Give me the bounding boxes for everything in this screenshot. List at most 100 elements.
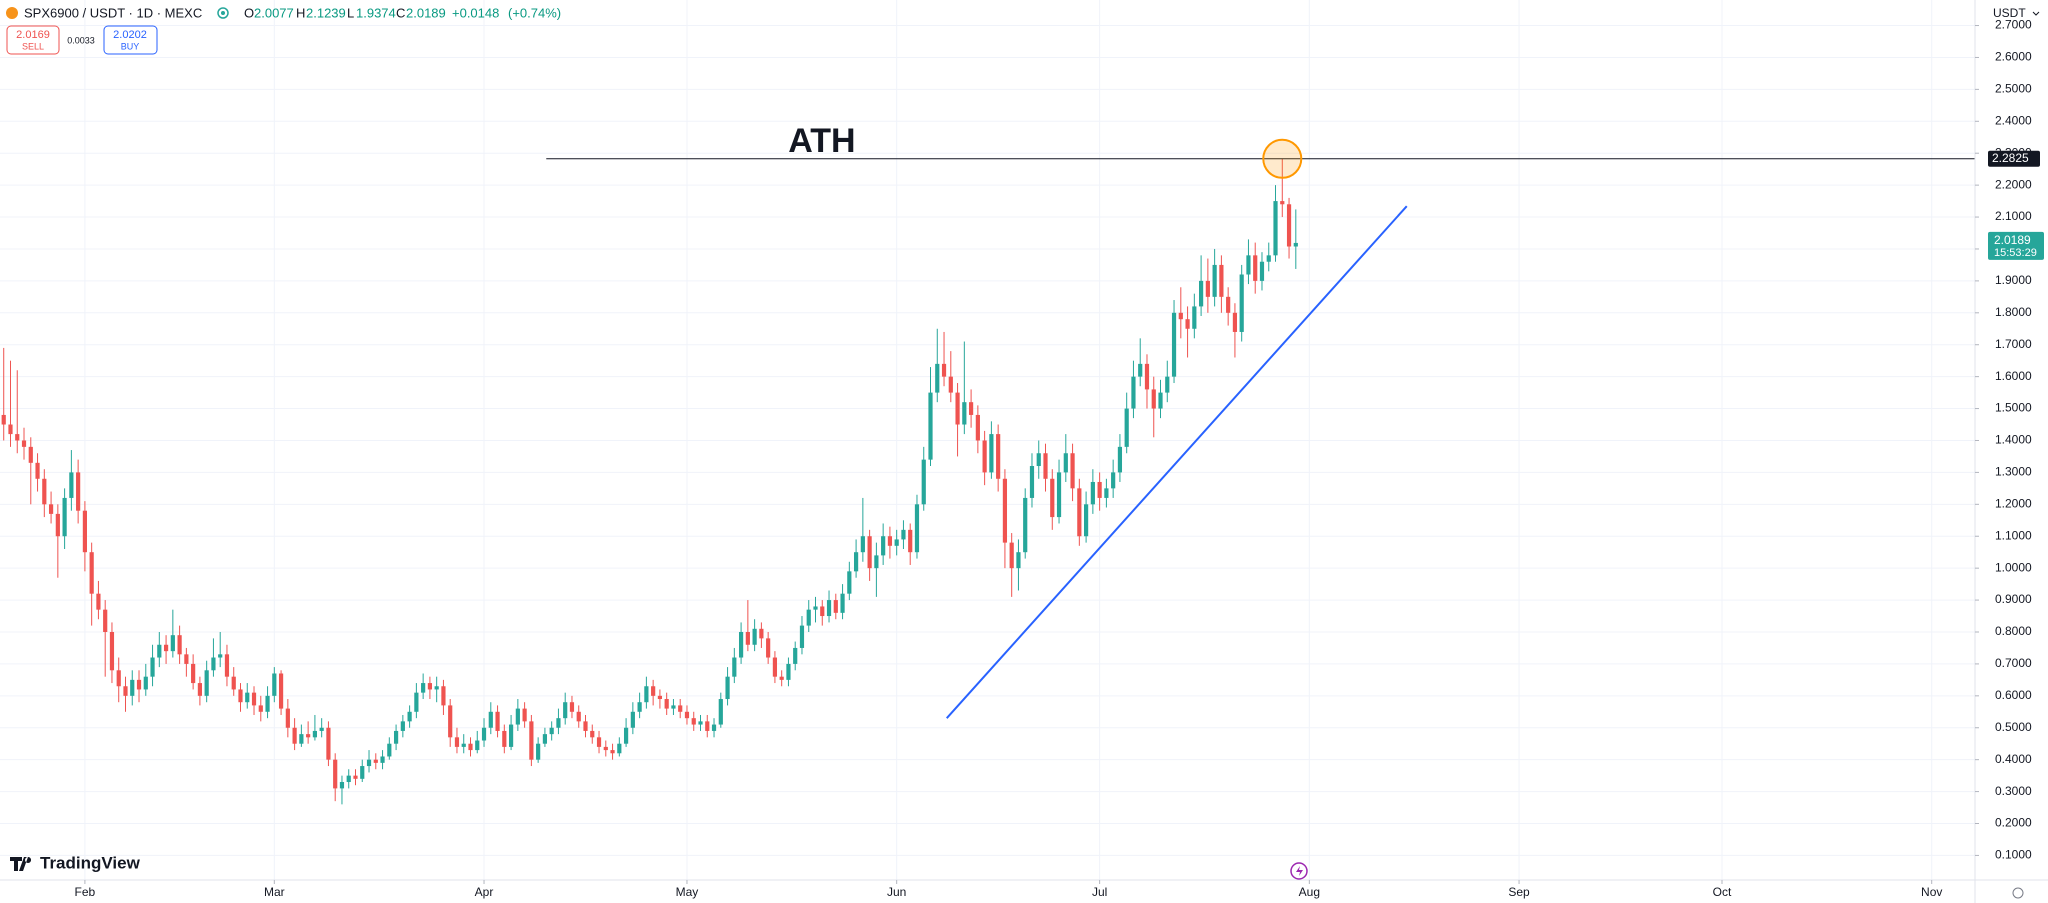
candle-body (881, 536, 886, 556)
candle-body (1266, 255, 1271, 262)
candle-body (887, 536, 893, 546)
candle-body (434, 686, 439, 690)
spread: 0.0033 (67, 35, 95, 45)
trendline (945, 205, 1408, 719)
candle-body (718, 699, 723, 725)
candle-body (387, 743, 392, 757)
sell-button[interactable] (6, 25, 60, 55)
y-tick-label: 1.8000 (1995, 305, 2032, 319)
last-price-label: 2.0189 (1994, 233, 2031, 247)
candle-body (752, 628, 757, 645)
high-value: 2.1239 (306, 5, 346, 20)
candle-body (569, 702, 575, 712)
candle-body (515, 708, 520, 725)
candle-body (35, 462, 40, 479)
y-tick-label: 2.1000 (1995, 209, 2032, 223)
candle-body (380, 756, 385, 763)
candle-body (319, 727, 324, 731)
candle-body (1178, 312, 1183, 320)
candle-body (684, 711, 690, 719)
candle-body (278, 673, 284, 709)
candle-body (1077, 488, 1082, 537)
candle-body (28, 446, 33, 463)
low-value: 1.9374 (356, 5, 396, 20)
candle-body (806, 609, 811, 626)
candle-body (461, 743, 466, 747)
candle-body (109, 631, 115, 671)
change: +0.0148 (452, 5, 499, 20)
candle-body (1002, 478, 1008, 543)
y-tick-label: 2.7000 (1995, 18, 2032, 32)
event-bolt (1296, 866, 1303, 876)
buy-button[interactable] (103, 25, 158, 55)
last-price-timer: 15:53:29 (1994, 247, 2037, 259)
brand-text: TradingView (40, 853, 141, 872)
candle-body (62, 497, 67, 537)
candle-body (576, 711, 581, 722)
candle-body (820, 606, 825, 617)
logo-mark (10, 857, 32, 871)
candle-body (1050, 478, 1055, 518)
candle-body (1259, 261, 1265, 281)
candle-body (448, 705, 453, 738)
candle-body (1158, 392, 1163, 409)
candle-body (799, 625, 805, 648)
candle-body (522, 708, 527, 722)
candle-body (299, 734, 304, 744)
candle-body (272, 673, 277, 696)
currency[interactable]: USDT (1993, 6, 2026, 20)
buy-price: 2.0202 (113, 29, 147, 41)
symbol: SPX6900 / USDT · 1D · MEXC (24, 5, 202, 20)
candle-body (793, 647, 798, 664)
candle-body (772, 657, 778, 677)
candle-body (89, 552, 94, 594)
candle-body (962, 402, 967, 425)
candle-body (495, 711, 500, 731)
event-icon[interactable] (1290, 862, 1308, 880)
candle-body (637, 702, 642, 712)
candle-body (996, 434, 1001, 479)
x-tick-label: Feb (75, 885, 96, 899)
sell-label: SELL (22, 41, 44, 51)
y-tick-label: 2.5000 (1995, 82, 2032, 96)
candle-body (874, 555, 879, 569)
candle-body (644, 686, 649, 703)
candle-body (366, 759, 372, 767)
candle-body (671, 705, 676, 709)
candle-body (1273, 201, 1278, 256)
candle-body (948, 376, 953, 393)
y-tick-label: 0.4000 (1995, 752, 2032, 766)
candle-body (596, 737, 602, 747)
candle-body (745, 631, 750, 645)
candle-body (1205, 280, 1210, 297)
candle-body (1043, 453, 1048, 479)
candle-body (55, 513, 60, 537)
candle-body (170, 635, 175, 652)
candle-body (82, 510, 87, 553)
candle-body (292, 727, 297, 744)
candle-body (563, 702, 568, 719)
candle-body (928, 392, 933, 460)
candle-body (285, 708, 290, 728)
candle-body (698, 721, 703, 725)
settings-icon[interactable] (2012, 887, 2024, 899)
candle-body (211, 657, 216, 671)
candle-body (664, 699, 669, 709)
last-price-box (1988, 231, 2044, 260)
x-tick-label: Jul (1092, 885, 1107, 899)
candle-body (840, 593, 845, 613)
candle-body (157, 644, 162, 658)
candle-body (76, 472, 81, 511)
y-tick-label: 2.2000 (1995, 177, 2032, 191)
y-tick-label: 1.9000 (1995, 273, 2032, 287)
candle-body (914, 504, 920, 553)
y-tick-label: 2.4000 (1995, 113, 2032, 127)
candle-body (935, 363, 940, 393)
candle-body (813, 606, 818, 610)
candle-body (393, 730, 399, 744)
y-tick-label: 2.6000 (1995, 50, 2032, 64)
candle-body (231, 676, 236, 690)
candle-body (488, 711, 493, 728)
candle-body (1097, 481, 1102, 498)
candle-body (407, 711, 412, 722)
